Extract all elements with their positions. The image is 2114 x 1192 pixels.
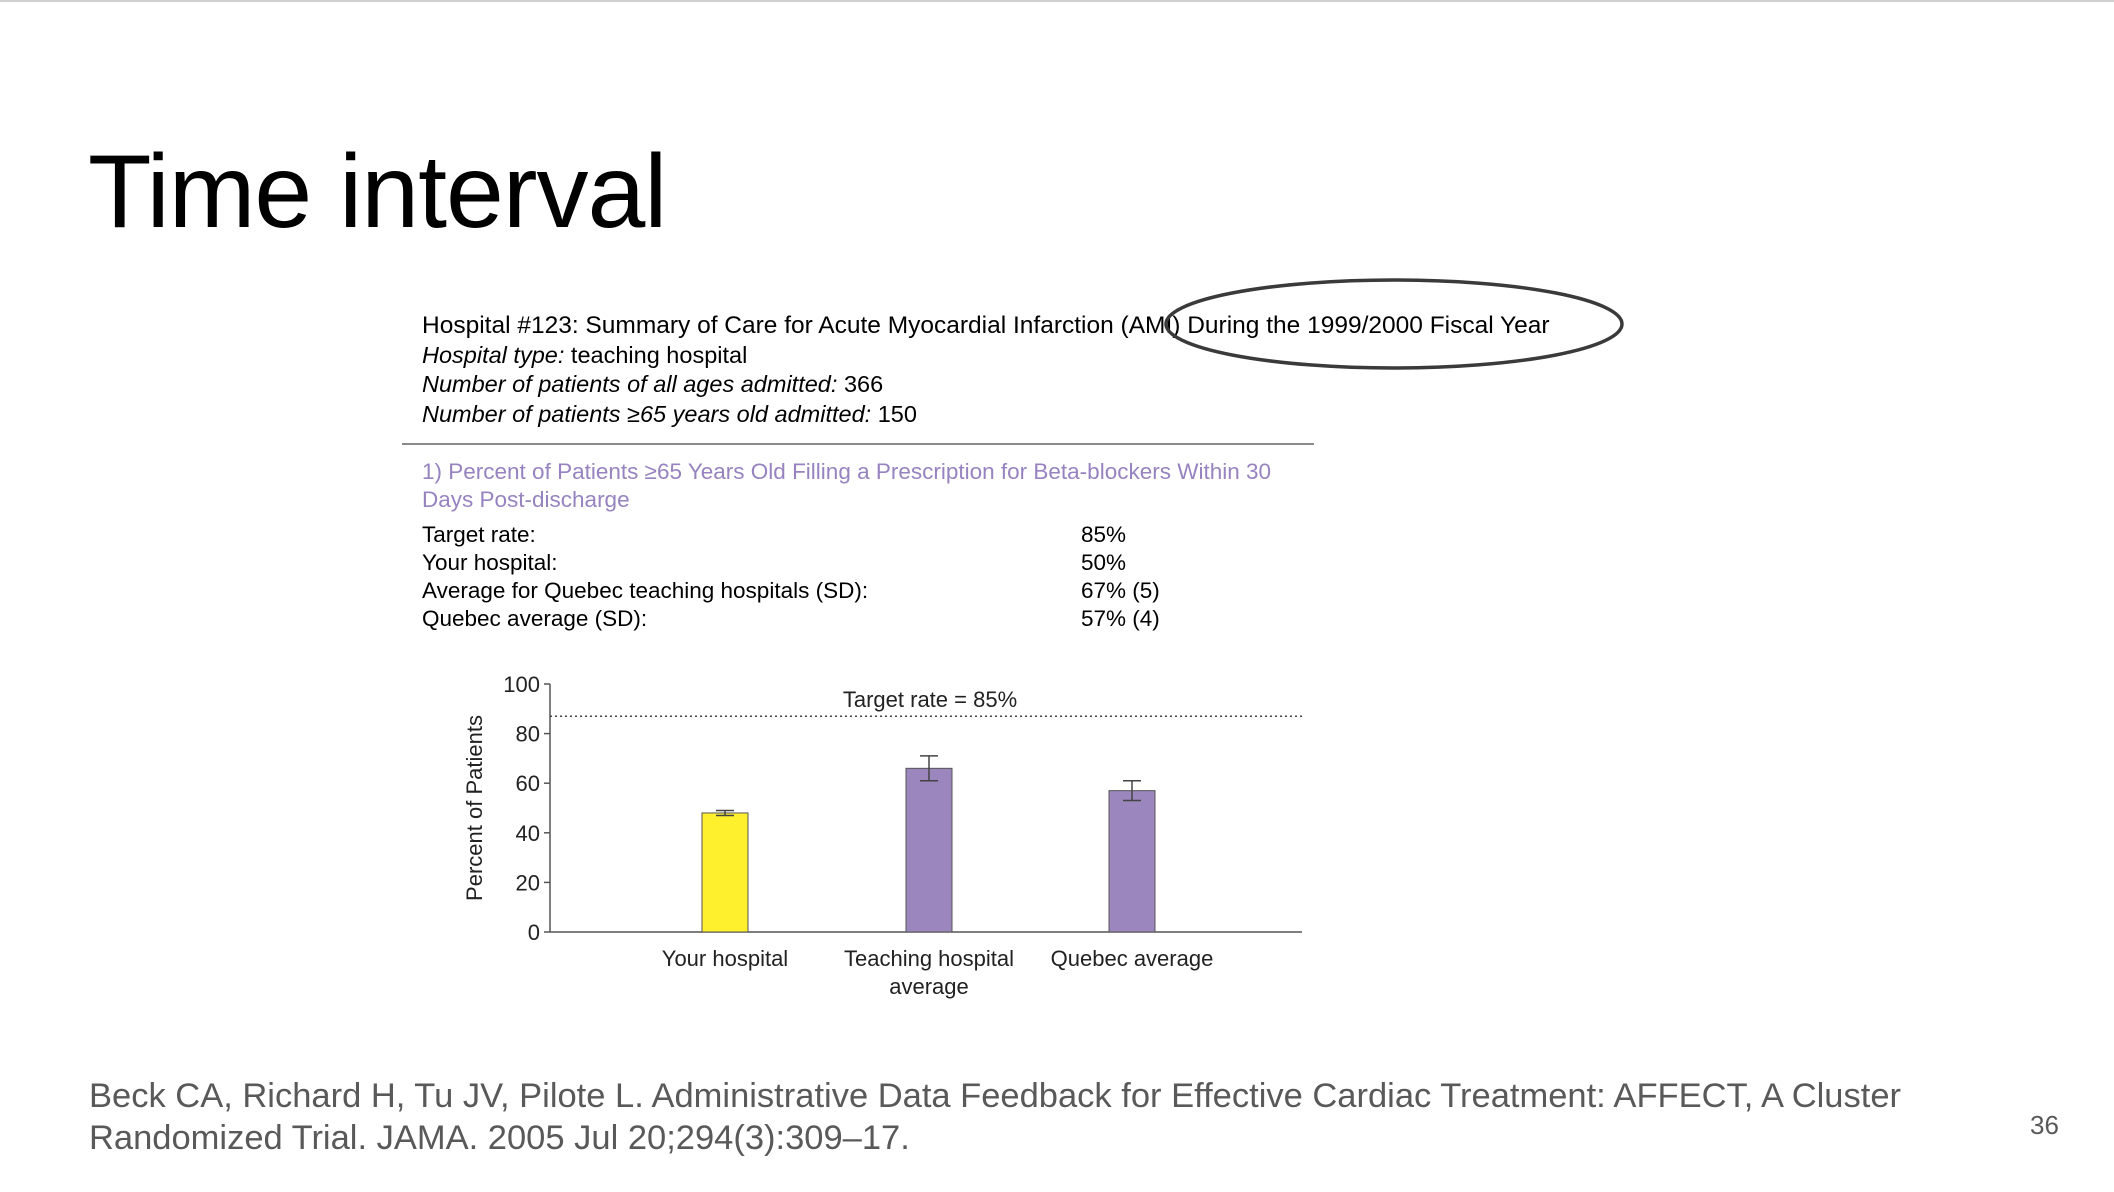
y-tick-label: 60 xyxy=(516,771,540,796)
y-tick-label: 20 xyxy=(516,870,540,895)
hospital-type-line: Hospital type: teaching hospital xyxy=(422,341,1550,371)
x-tick-label: Teaching hospital xyxy=(844,946,1014,971)
rates-table: Target rate: 85% Your hospital: 50% Averag… xyxy=(422,521,1302,633)
bar xyxy=(905,767,953,933)
rate-row: Average for Quebec teaching hospitals (S… xyxy=(422,577,1302,605)
rate-label: Quebec average (SD): xyxy=(422,606,648,631)
bar xyxy=(1108,790,1156,933)
rate-value: 50% xyxy=(1081,550,1127,575)
hospital-type-value: teaching hospital xyxy=(570,341,748,368)
x-tick-label: Quebec average xyxy=(1051,946,1214,971)
header-divider xyxy=(402,443,1314,445)
slide-title: Time interval xyxy=(88,134,667,250)
y-tick-label: 0 xyxy=(528,920,540,945)
hospital-type-label: Hospital type: xyxy=(422,341,565,368)
all-ages-label: Number of patients of all ages admitted: xyxy=(422,371,838,397)
page-number: 36 xyxy=(2030,1110,2059,1140)
y-tick-label: 80 xyxy=(516,722,540,747)
y-tick-label: 40 xyxy=(516,821,540,846)
rate-label: Average for Quebec teaching hospitals (S… xyxy=(422,578,869,603)
all-ages-line: Number of patients of all ages admitted:… xyxy=(422,370,1550,400)
rate-value: 67% (5) xyxy=(1081,578,1160,603)
top-border xyxy=(0,0,2114,2)
older-patients-line: Number of patients ≥65 years old admitte… xyxy=(422,400,1550,430)
citation-line: Beck CA, Richard H, Tu JV, Pilote L. Adm… xyxy=(89,1077,1902,1115)
rate-label: Your hospital: xyxy=(422,550,558,575)
target-label: Target rate = 85% xyxy=(843,687,1017,712)
annotation-ellipse xyxy=(1164,278,1624,370)
rate-row: Quebec average (SD): 57% (4) xyxy=(422,605,1302,633)
older-patients-label: Number of patients ≥65 years old admitte… xyxy=(422,400,872,427)
x-tick-label: Your hospital xyxy=(662,946,788,971)
y-tick-label: 100 xyxy=(503,672,540,697)
older-patients-value: 150 xyxy=(877,400,917,427)
bar xyxy=(701,812,749,933)
section-title: 1) Percent of Patients ≥65 Years Old Fil… xyxy=(422,459,1272,512)
y-axis-label: Percent of Patients xyxy=(462,715,487,901)
rate-row: Your hospital: 50% xyxy=(422,549,1302,577)
x-tick-label: average xyxy=(889,974,969,999)
all-ages-value: 366 xyxy=(843,371,884,397)
report-header: Hospital #123: Summary of Care for Acute… xyxy=(422,311,1550,429)
report-heading: Hospital #123: Summary of Care for Acute… xyxy=(422,312,1550,339)
rate-label: Target rate: xyxy=(422,522,536,547)
citation: Beck CA, Richard H, Tu JV, Pilote L. Adm… xyxy=(89,1075,2019,1159)
citation-line: Randomized Trial. JAMA. 2005 Jul 20;294(… xyxy=(89,1119,910,1157)
rate-value: 57% (4) xyxy=(1081,606,1160,631)
beta-blocker-chart: 0 20 40 60 80 100 Percent of Patients Target ra… xyxy=(462,672,1302,999)
rate-row: Target rate: 85% xyxy=(422,521,1302,549)
rate-value: 85% xyxy=(1081,522,1127,547)
